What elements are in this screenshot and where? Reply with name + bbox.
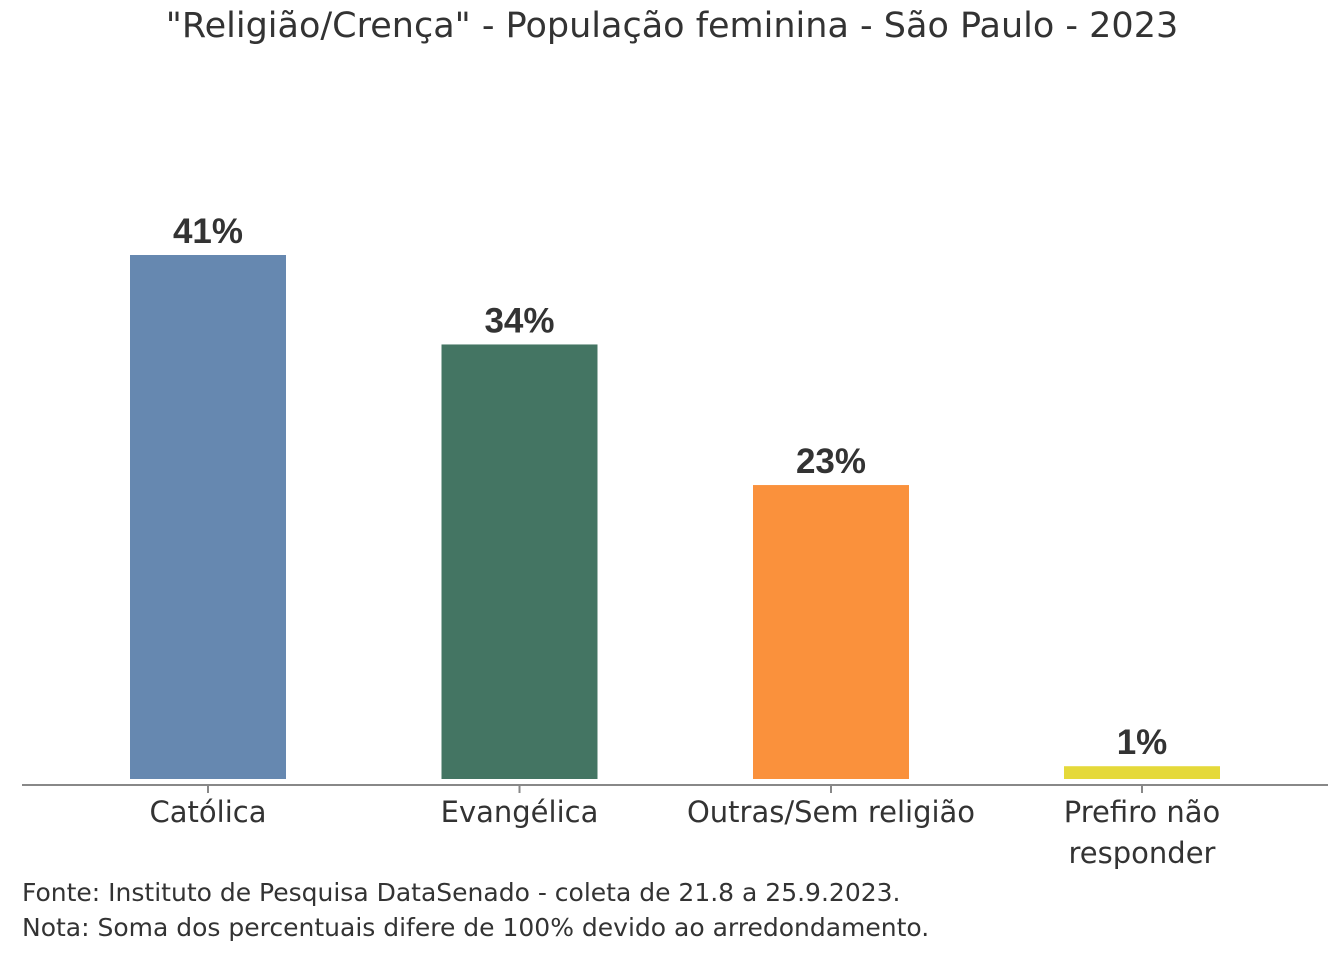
bar-2	[441, 344, 598, 779]
x-tick-label-4: responder	[1069, 836, 1216, 870]
bar-3	[753, 485, 909, 779]
x-tick-label-3: Outras/Sem religião	[687, 795, 975, 829]
data-label-2: 34%	[484, 301, 554, 340]
x-tick-label-2: Evangélica	[441, 795, 599, 829]
data-label-4: 1%	[1117, 723, 1168, 762]
rounding-note: Nota: Soma dos percentuais difere de 100…	[22, 913, 930, 942]
chart-title: "Religião/Crença" - População feminina -…	[165, 6, 1179, 46]
x-tick-label-4: Prefiro não	[1064, 795, 1221, 829]
x-tick-label-1: Católica	[150, 795, 267, 829]
data-label-1: 41%	[173, 212, 243, 251]
source-note: Fonte: Instituto de Pesquisa DataSenado …	[22, 878, 901, 907]
bar-1	[130, 255, 286, 779]
bar-4	[1064, 766, 1220, 779]
data-label-3: 23%	[796, 442, 866, 481]
